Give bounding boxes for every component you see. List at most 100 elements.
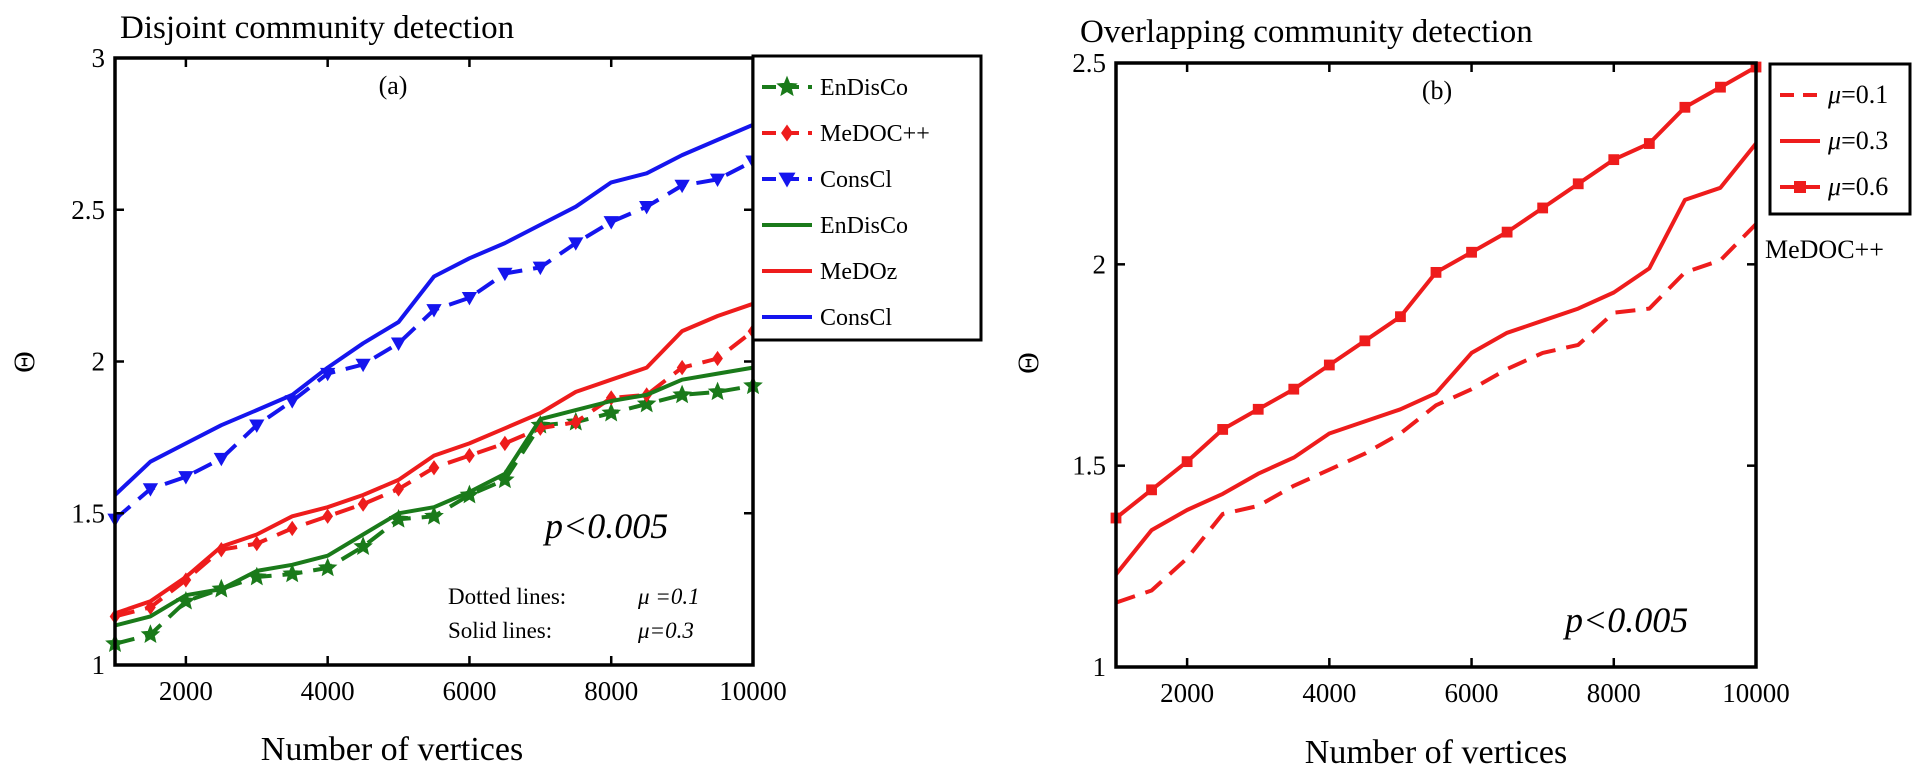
panel-b-legend: μ=0.1 μ=0.3 μ=0.6 — [1768, 62, 1912, 216]
panel-a-x-tick-label: 2000 — [159, 676, 213, 706]
panel-a-series-2-point — [142, 483, 159, 497]
panel-a-series-1-point — [712, 350, 723, 367]
panel-a-legend-label-4: MeDOz — [820, 259, 897, 285]
panel-a-series-1-point — [286, 520, 298, 537]
panel-a-y-tick-label: 2.5 — [71, 195, 105, 225]
panel-b-legend-label-2: μ=0.6 — [1827, 172, 1888, 201]
panel-b-x-tick-label: 4000 — [1302, 678, 1356, 708]
panel-a-legend: EnDisCo MeDOC++ ConsCl EnDisCo MeDOz ConsCl — [751, 54, 983, 342]
panel-b-series-1-line — [1114, 142, 1758, 576]
panel-a-series-2-point — [426, 304, 442, 318]
panel-a-series-0-point — [601, 402, 622, 422]
panel-a-title: Disjoint community detection — [120, 10, 514, 46]
panel-b-y-axis-label: Θ — [1012, 352, 1045, 374]
panel-a-y-tick-label: 1.5 — [71, 498, 105, 528]
panel-b-x-tick-label: 6000 — [1445, 678, 1499, 708]
panel-b-y-tick-label: 1 — [1093, 652, 1107, 682]
panel-a-series — [105, 122, 763, 653]
panel-b-x-tick-label: 2000 — [1160, 678, 1214, 708]
panel-b-series — [1110, 61, 1762, 605]
panel-b-series-2-point — [1501, 226, 1513, 238]
panel-a: Disjoint community detection 2000 4000 600… — [8, 10, 983, 768]
panel-a-label: (a) — [379, 71, 408, 100]
panel-a-series-2-point — [674, 179, 690, 194]
panel-b-series-1 — [1114, 142, 1758, 576]
panel-b-x-tick-label: 8000 — [1587, 678, 1641, 708]
panel-b-ticks: 2000 4000 6000 8000 10000 1 1.5 2 2.5 — [1072, 48, 1790, 708]
panel-b-series-2-point — [1395, 311, 1406, 323]
panel-a-legend-entry-1: MeDOC++ — [762, 121, 930, 147]
panel-b-legend-entries: μ=0.1 μ=0.3 μ=0.6 — [1780, 80, 1888, 201]
panel-a-legend-label-3: EnDisCo — [820, 213, 908, 239]
panel-b-series-2-point — [1608, 154, 1620, 166]
panel-a-series-1-point — [357, 496, 369, 512]
panel-a-series-1-point — [464, 447, 475, 464]
panel-a-series-1-point — [251, 535, 263, 552]
panel-a-series-0-point — [353, 536, 373, 555]
panel-a-legend-marker-0 — [776, 75, 798, 97]
panel-b-legend-marker-2 — [1794, 181, 1806, 193]
panel-b-series-2-point — [1217, 424, 1229, 435]
panel-a-series-4-line — [114, 301, 754, 616]
panel-a-p-value: p<0.005 — [542, 506, 668, 546]
panel-a-legend-entry-3: EnDisCo — [762, 213, 908, 239]
panel-b-series-2-point — [1715, 81, 1726, 93]
panel-a-series-1-point — [322, 508, 334, 524]
panel-a-series-2-point — [355, 358, 371, 373]
panel-b-series-2-point — [1572, 178, 1584, 190]
panel-b-series-0-line — [1115, 222, 1758, 605]
panel-a-note-label-2: Solid lines: — [448, 618, 552, 643]
panel-a-legend-label-5: ConsCl — [820, 305, 892, 331]
panel-b-series-2-line — [1114, 65, 1757, 520]
panel-a-series-1-point — [676, 359, 688, 376]
panel-a-series-2-point — [603, 216, 619, 230]
panel-b-title: Overlapping community detection — [1080, 14, 1533, 50]
panel-a-series-1-point — [393, 481, 404, 497]
panel-a-series-1-point — [570, 414, 582, 430]
panel-a-x-tick-label: 8000 — [584, 676, 638, 706]
panel-b-series-2-point — [1430, 266, 1442, 278]
panel-b-series-2-point — [1537, 202, 1549, 214]
panel-b-y-tick-label: 2 — [1093, 249, 1107, 279]
panel-b-series-2-point — [1466, 246, 1477, 258]
panel-a-series-3-line — [114, 365, 754, 628]
panel-a-legend-entry-5: ConsCl — [762, 305, 892, 331]
panel-b-series-2-point — [1323, 359, 1335, 371]
panel-a-series-0 — [105, 375, 763, 653]
panel-a-legend-entry-4: MeDOz — [762, 259, 897, 285]
panel-b-x-tick-label: 10000 — [1722, 678, 1790, 708]
panel-b-plot-frame — [1114, 61, 1758, 669]
panel-a-y-axis-label: Θ — [8, 351, 41, 373]
panel-a-series-2-point — [639, 200, 655, 215]
panel-a-series-1-point — [428, 460, 440, 476]
panel-a-series-2-point — [709, 173, 726, 188]
panel-b-legend-entry-2: μ=0.6 — [1780, 172, 1888, 201]
panel-b-series-2-point — [1288, 383, 1300, 395]
panel-a-series-2-point — [178, 471, 194, 485]
panel-b-legend-entry-0: μ=0.1 — [1780, 80, 1888, 109]
panel-a-series-2-point — [532, 261, 548, 276]
panel-b-x-axis-label: Number of vertices — [1305, 734, 1567, 771]
panel-a-series-5 — [113, 122, 754, 497]
panel-a-ticks: 2000 4000 6000 8000 10000 1 1.5 2 2.5 3 — [71, 43, 787, 706]
panel-a-legend-label-2: ConsCl — [820, 167, 892, 193]
panel-a-legend-label-0: EnDisCo — [820, 75, 908, 101]
panel-b-series-2-point — [1181, 456, 1193, 468]
panel-a-legend-box — [751, 54, 983, 342]
panel-b-legend-entry-1: μ=0.3 — [1780, 126, 1888, 155]
panel-a-note-value-2: μ=0.3 — [637, 618, 694, 643]
panel-b-label: (b) — [1422, 76, 1452, 105]
panel-a-legend-entry-2: ConsCl — [762, 167, 892, 193]
panel-a-series-0-point — [672, 384, 692, 404]
panel-a-series-2-point — [461, 292, 478, 306]
panel-b-series-2 — [1110, 61, 1762, 524]
panel-a-series-2-point — [390, 337, 407, 351]
panel-b-series-2-point — [1146, 484, 1157, 496]
panel-a-plot-frame — [113, 56, 755, 667]
panel-a-series-2-point — [213, 452, 229, 467]
panel-a-x-tick-label: 6000 — [442, 676, 496, 706]
panel-a-x-axis-label: Number of vertices — [261, 731, 523, 768]
panel-a-legend-entry-0: EnDisCo — [762, 75, 908, 101]
panel-a-note-value-1: μ =0.1 — [637, 584, 700, 609]
